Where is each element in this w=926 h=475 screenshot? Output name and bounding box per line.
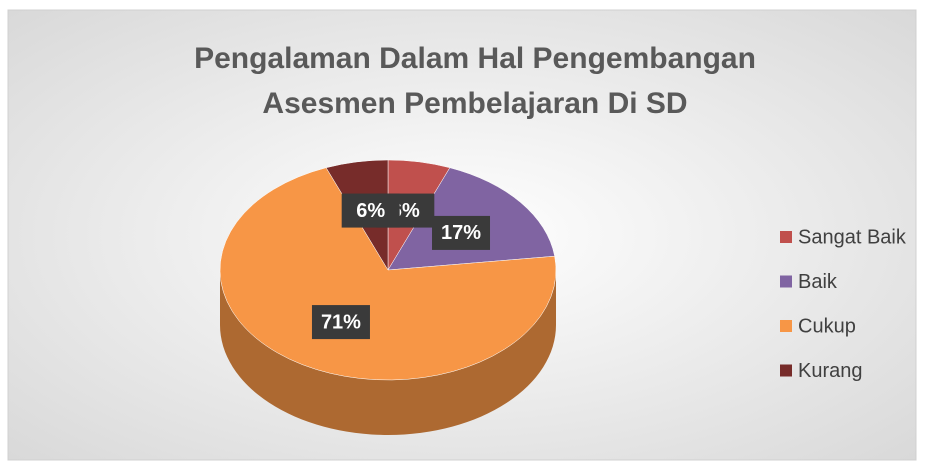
data-label-box [341, 193, 400, 228]
data-label-text: 71% [321, 311, 361, 333]
legend-swatch [780, 231, 792, 243]
pie-side [220, 270, 556, 435]
pie-slice [219, 167, 557, 381]
legend-swatch [780, 320, 792, 332]
data-label: 71% [311, 305, 370, 340]
data-label-text: 17% [441, 222, 481, 244]
data-label: 6% [341, 193, 400, 228]
data-label-text: 6% [356, 200, 385, 222]
legend-swatch [780, 364, 792, 377]
data-label: 17% [432, 215, 491, 250]
data-label-box [432, 215, 491, 250]
data-label-box [311, 305, 370, 340]
legend-label: Kurang [798, 360, 863, 382]
legend-label: Cukup [798, 315, 856, 337]
legend-label: Sangat Baik [798, 226, 907, 248]
legend-label: Baik [798, 271, 838, 293]
chart-title: Pengalaman Dalam Hal Pengembangan Asesmen… [194, 42, 756, 120]
legend-swatch [780, 275, 792, 288]
